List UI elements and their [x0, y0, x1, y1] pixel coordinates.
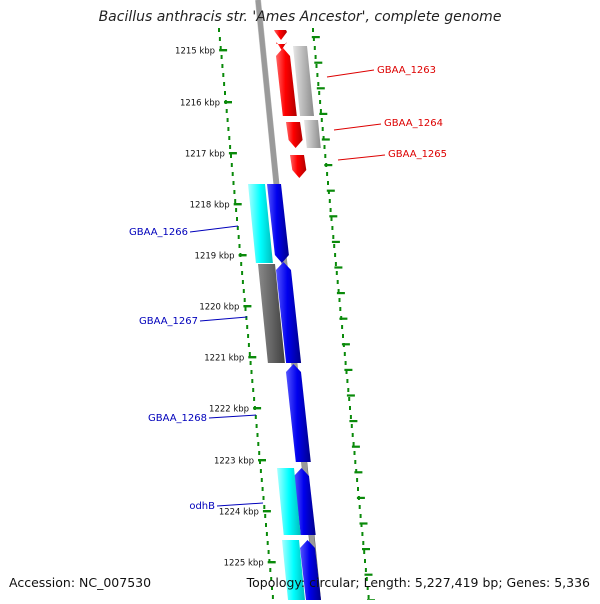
gene-label-leader: [208, 414, 257, 419]
reverse-cds: [286, 364, 311, 462]
reverse-cds: [294, 468, 316, 535]
gene-label[interactable]: GBAA_1268: [148, 413, 207, 424]
reverse-cds: [267, 184, 289, 263]
rna-feature: [282, 540, 305, 600]
scale-label: 1216 kbp: [180, 99, 220, 109]
scale-major-tick: [238, 254, 247, 257]
scale-major-tick: [354, 471, 363, 474]
scale-label: 1215 kbp: [175, 47, 215, 57]
scale-label: 1217 kbp: [185, 150, 225, 160]
scale-major-tick: [341, 343, 350, 346]
scale-major-tick: [316, 87, 325, 90]
scale-major-tick: [336, 292, 345, 295]
accession-text: Accession: NC_007530: [9, 575, 152, 590]
gene-label-leader: [333, 123, 382, 131]
scale-major-tick: [267, 561, 276, 564]
gene-label-leader: [326, 69, 375, 78]
forward-cds: [276, 42, 287, 50]
scale-major-tick: [233, 203, 242, 206]
scale-major-tick: [331, 240, 340, 243]
scale-major-tick: [311, 36, 320, 39]
scale-major-tick: [258, 459, 266, 462]
gene-label-leader: [199, 316, 248, 322]
gene-label[interactable]: GBAA_1266: [129, 227, 188, 238]
map-title: Bacillus anthracis str. 'Ames Ancestor',…: [98, 9, 502, 25]
scale-major-tick: [243, 305, 252, 308]
scale-major-tick: [224, 101, 232, 104]
scale-major-tick: [344, 368, 353, 371]
scale-major-tick: [346, 394, 355, 397]
scale-major-tick: [248, 356, 257, 359]
topology-summary-text: Topology: circular; Length: 5,227,419 bp…: [246, 575, 590, 590]
scale-label: 1218 kbp: [190, 201, 230, 211]
forward-cds: [286, 122, 303, 148]
scale-major-tick: [326, 189, 335, 192]
forward-cds: [290, 155, 307, 178]
scale-ticks-layer: [218, 28, 375, 602]
scale-major-tick: [253, 407, 262, 410]
dark-feature: [258, 264, 285, 363]
gene-label[interactable]: GBAA_1265: [388, 149, 447, 160]
scale-major-tick: [329, 215, 338, 218]
scale-major-tick: [339, 317, 348, 320]
gene-label[interactable]: GBAA_1263: [377, 65, 436, 76]
features-layer: [248, 30, 321, 600]
grey-feature: [293, 46, 314, 116]
gene-label-leader: [189, 225, 239, 233]
scale-label: 1222 kbp: [209, 405, 249, 415]
forward-cds: [274, 30, 287, 40]
scale-major-tick: [228, 152, 237, 155]
scale-label: 1224 kbp: [219, 508, 259, 518]
scale-major-tick: [349, 420, 358, 423]
scale-major-tick: [356, 496, 365, 499]
reverse-cds: [300, 540, 321, 600]
scale-major-tick: [351, 445, 360, 448]
scale-major-tick: [314, 61, 323, 64]
scale-label: 1225 kbp: [224, 559, 264, 569]
scale-label: 1219 kbp: [195, 252, 235, 262]
scale-major-tick: [364, 573, 373, 576]
gene-label[interactable]: GBAA_1267: [139, 316, 198, 327]
scale-label: 1221 kbp: [204, 354, 244, 364]
scale-major-tick: [219, 49, 228, 52]
scale-major-tick: [334, 266, 343, 269]
scale-label: 1223 kbp: [214, 457, 254, 467]
rna-feature: [248, 184, 273, 263]
gene-label-leader: [216, 502, 264, 507]
scale-major-tick: [359, 522, 368, 525]
gene-label[interactable]: GBAA_1264: [384, 118, 443, 129]
scale-major-tick: [319, 112, 328, 115]
labels-layer: 1215 kbp 1216 kbp 1217 kbp 1218 kbp 1219 kbp…: [129, 47, 447, 569]
grey-feature: [304, 120, 321, 148]
scale-major-tick: [324, 164, 333, 167]
gene-label[interactable]: odhB: [189, 501, 215, 512]
scale-ring-right: [311, 28, 375, 602]
rna-feature: [277, 468, 301, 535]
scale-ring-left: [218, 28, 274, 599]
scale-label: 1220 kbp: [199, 303, 239, 313]
scale-major-tick: [262, 510, 271, 513]
scale-major-tick: [362, 548, 370, 551]
forward-cds: [276, 48, 297, 116]
scale-major-tick: [321, 138, 330, 141]
gene-label-leader: [337, 154, 386, 161]
reverse-cds: [276, 262, 302, 363]
